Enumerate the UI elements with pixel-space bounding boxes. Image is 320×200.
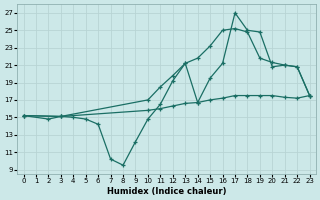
X-axis label: Humidex (Indice chaleur): Humidex (Indice chaleur) [107,187,226,196]
